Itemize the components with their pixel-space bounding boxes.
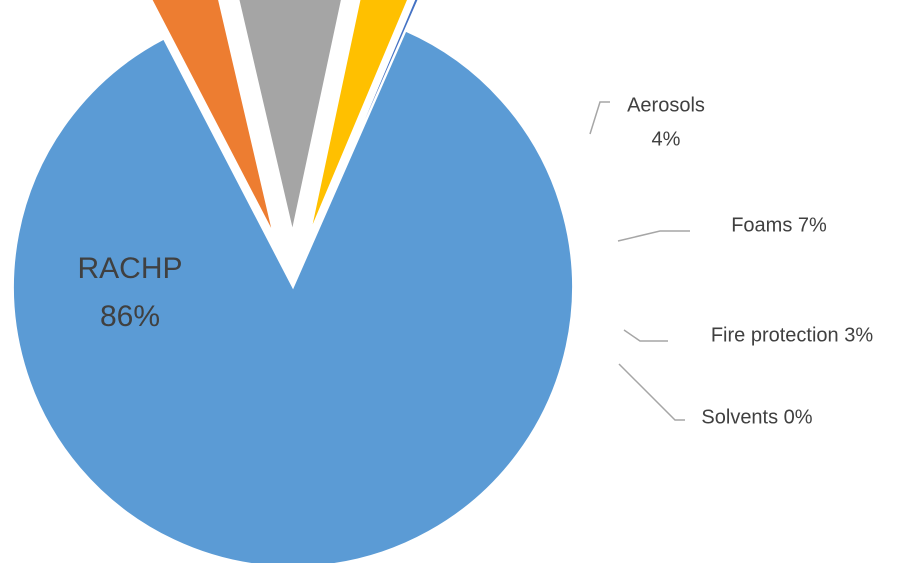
slice-label-aerosols: Aerosols	[627, 94, 705, 116]
pie-slice-foams	[237, 0, 343, 233]
slice-label-solvents: Solvents 0%	[701, 406, 812, 428]
slice-label-rachp: RACHP	[77, 252, 182, 285]
pie-slice-aerosols	[150, 0, 275, 236]
leader-line-solvents	[618, 363, 685, 421]
leader-line-fire-protection	[623, 329, 668, 342]
slices-layer	[12, 0, 574, 563]
pie-slice-rachp	[12, 29, 574, 563]
leader-line-foams	[617, 230, 690, 242]
labels-layer: RACHP 86% Aerosols 4% Foams 7% Fire protectio…	[77, 94, 873, 428]
slice-label-foams: Foams 7%	[731, 214, 827, 236]
leader-lines-layer	[589, 101, 690, 421]
slice-value-rachp: 86%	[100, 300, 160, 333]
slice-label-fire-protection: Fire protection 3%	[711, 324, 874, 346]
pie-slice-fire-protection	[308, 0, 410, 235]
slice-value-aerosols: 4%	[652, 128, 681, 150]
leader-line-aerosols	[589, 101, 610, 135]
